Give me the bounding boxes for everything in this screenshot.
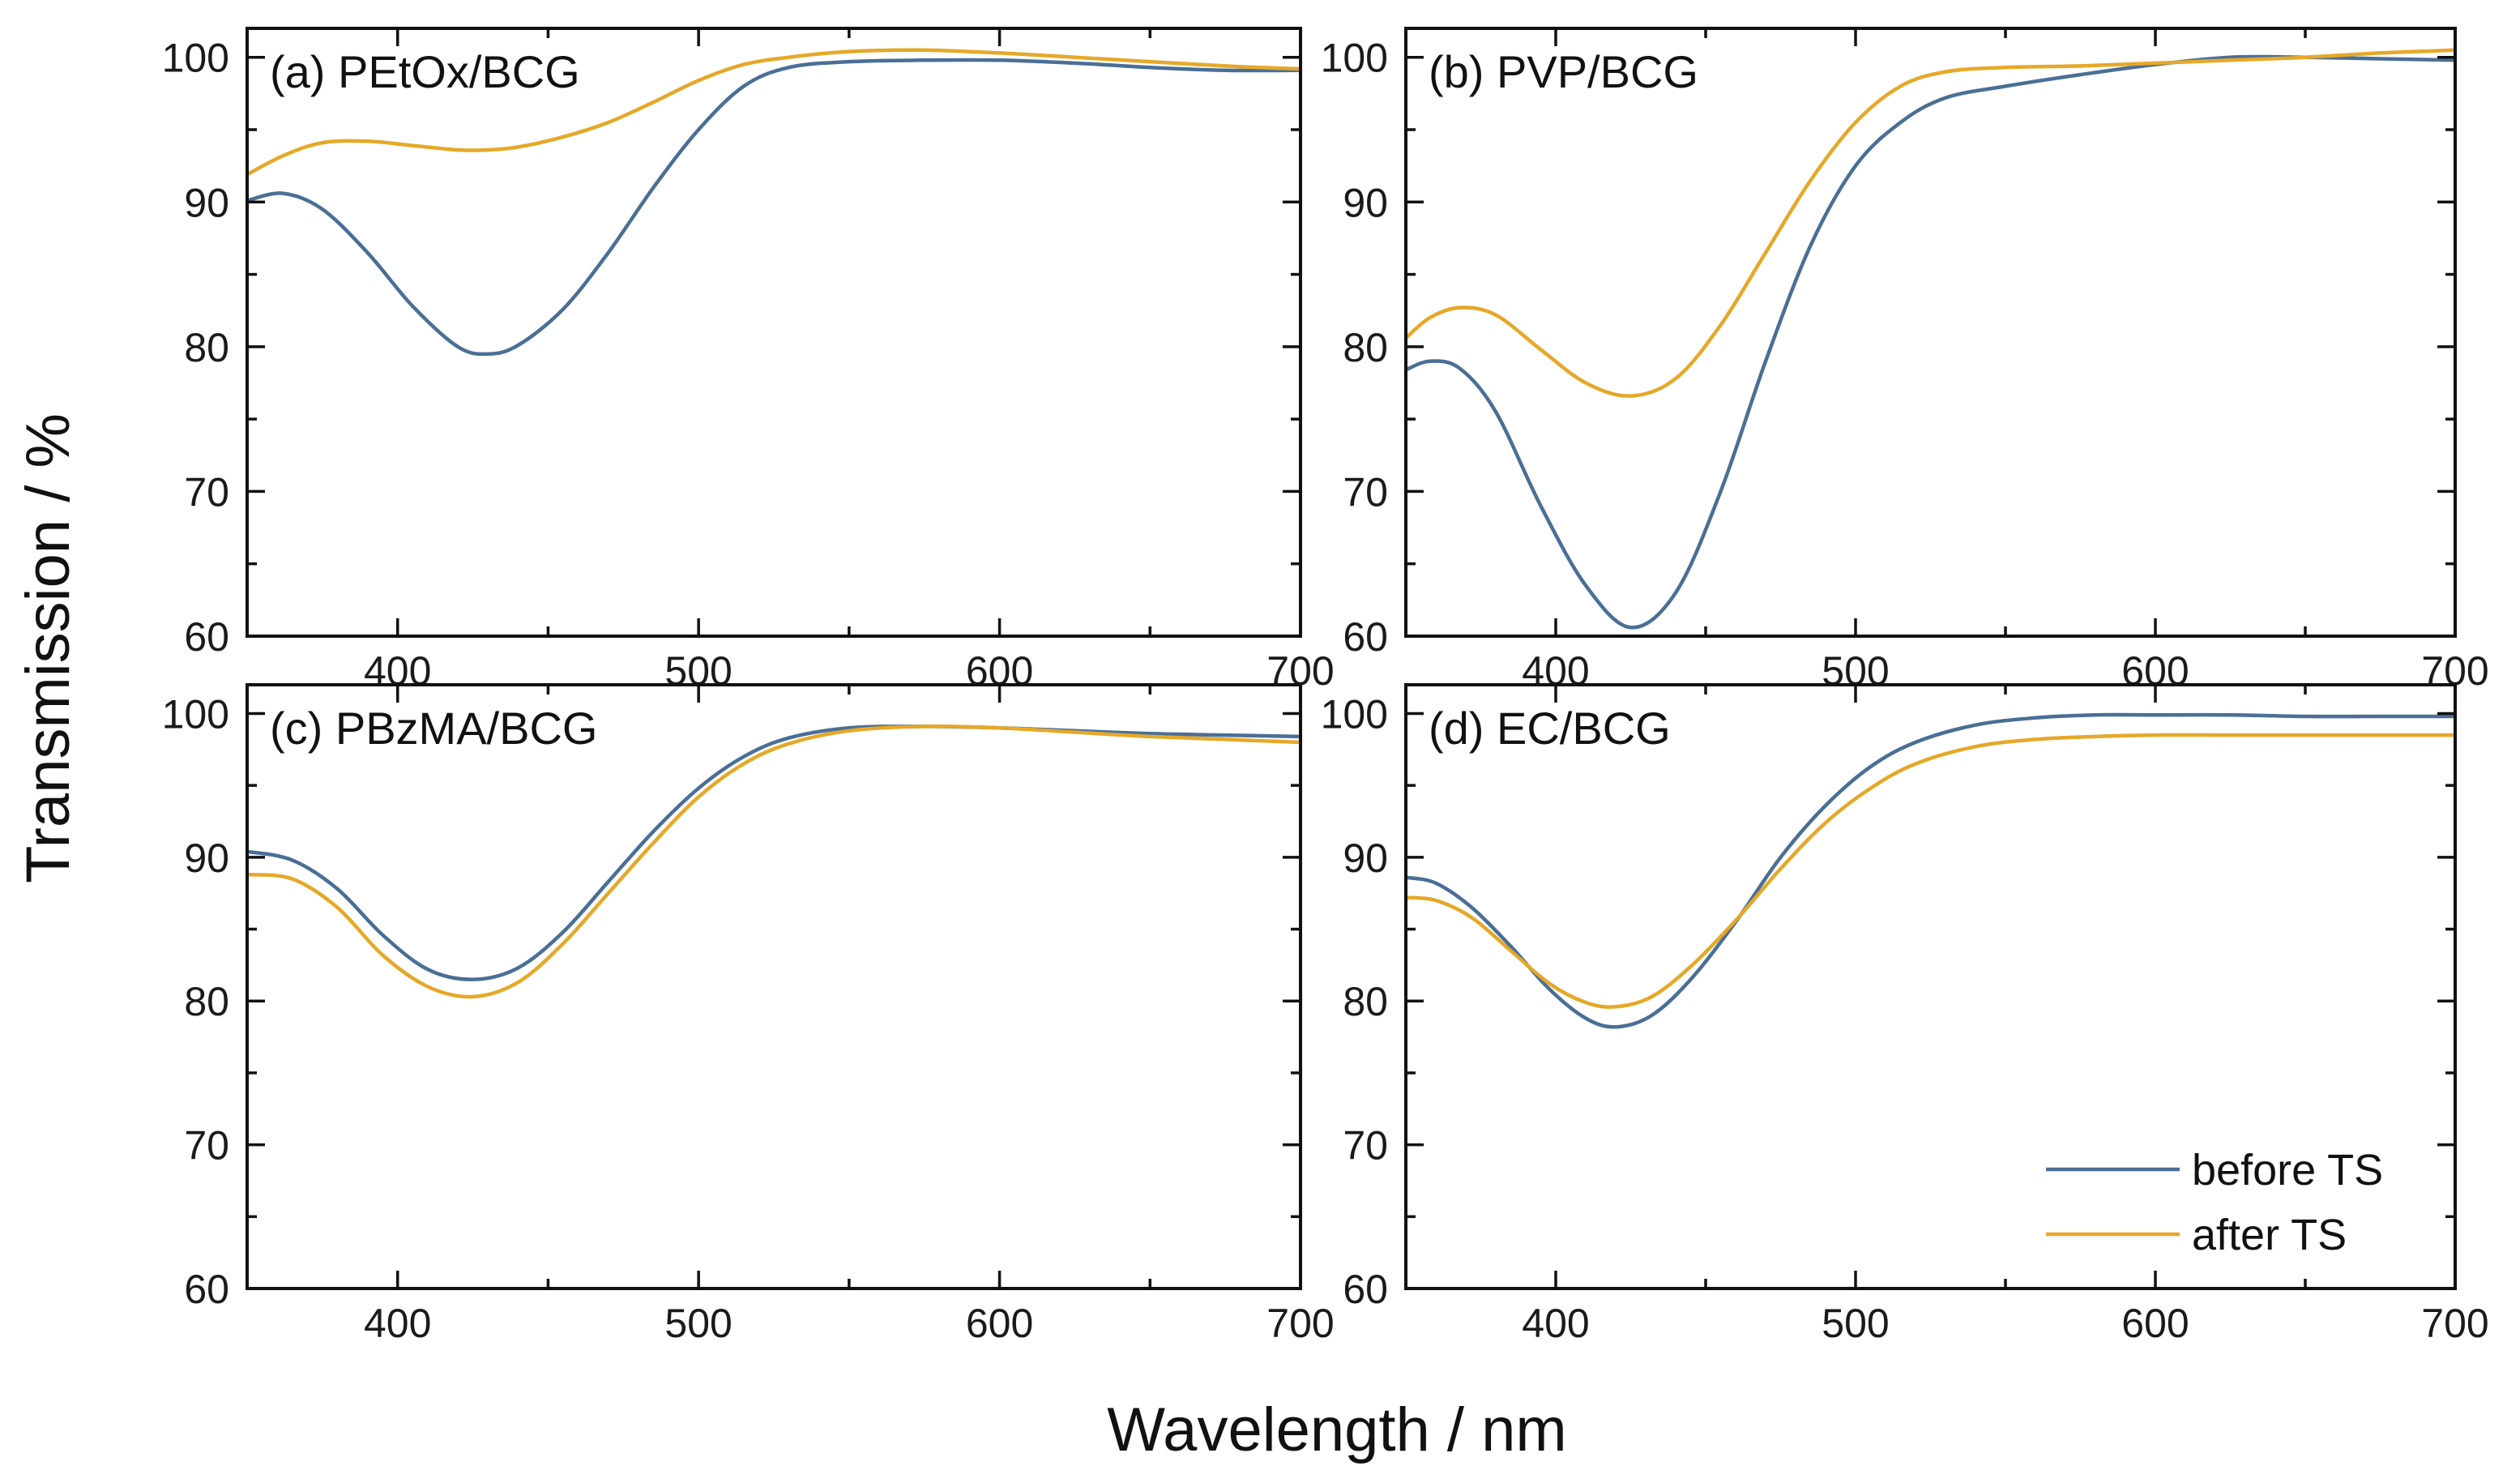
x-axis-title: Wavelength / nm (1107, 1395, 1566, 1464)
legend-label-before-ts: before TS (2192, 1146, 2383, 1195)
x-tick-label: 600 (966, 1301, 1033, 1346)
y-tick-label: 60 (184, 614, 229, 660)
y-tick-label: 70 (184, 1123, 229, 1169)
panel-c: 400 500 600 700 60 70 80 90 100 (c) PBzMA/BCG (162, 683, 1335, 1346)
series-line-after-ts (1406, 733, 2455, 1009)
y-tick-label: 70 (184, 469, 229, 515)
panel-label: (d) EC/BCG (1429, 703, 1671, 754)
y-tick-label: 100 (1321, 691, 1388, 737)
panel-label: (c) PBzMA/BCG (270, 703, 597, 754)
x-tick-label: 700 (1266, 1301, 1334, 1346)
y-tick-label: 90 (184, 836, 229, 881)
series-line-before-ts (1406, 54, 2455, 630)
y-tick-label: 80 (1343, 979, 1388, 1024)
plot-frame (1404, 27, 2457, 638)
plot-frame (246, 683, 1302, 1290)
y-tick-label: 90 (1343, 836, 1388, 881)
series-line-after-ts (247, 48, 1301, 177)
panel-label: (a) PEtOx/BCG (270, 46, 580, 97)
legend-label-after-ts: after TS (2192, 1211, 2347, 1259)
y-tick-label: 90 (184, 180, 229, 225)
plot-frame (246, 27, 1302, 638)
x-tick-label: 500 (1822, 1301, 1889, 1346)
y-tick-label: 80 (184, 979, 229, 1024)
series-line-before-ts (1406, 712, 2455, 1029)
y-tick-label: 100 (162, 691, 229, 737)
series-line-before-ts (247, 58, 1301, 357)
series-line-after-ts (1406, 48, 2455, 398)
y-tick-label: 100 (162, 36, 229, 81)
y-tick-label: 100 (1321, 36, 1388, 81)
y-tick-label: 60 (184, 1267, 229, 1312)
panel-label: (b) PVP/BCG (1429, 46, 1698, 97)
x-tick-label: 400 (364, 1301, 431, 1346)
plot-frame (1404, 683, 2457, 1290)
y-tick-label: 80 (184, 325, 229, 370)
series-line-after-ts (247, 724, 1301, 999)
x-tick-label: 700 (2421, 1301, 2488, 1346)
panel-d: 400 500 600 700 60 70 80 90 100 (d) EC/BCG (1321, 683, 2489, 1346)
x-tick-label: 600 (2121, 1301, 2189, 1346)
series-line-before-ts (247, 724, 1301, 981)
x-tick-label: 500 (664, 1301, 732, 1346)
y-tick-label: 60 (1343, 614, 1388, 660)
y-tick-label: 60 (1343, 1267, 1388, 1312)
legend: before TS after TS (2046, 1146, 2383, 1259)
y-tick-label: 70 (1343, 469, 1388, 515)
y-tick-label: 70 (1343, 1123, 1388, 1169)
y-tick-label: 80 (1343, 325, 1388, 370)
x-tick-label: 400 (1522, 1301, 1589, 1346)
y-tick-label: 90 (1343, 180, 1388, 225)
y-axis-title: Transmission / % (14, 413, 83, 883)
